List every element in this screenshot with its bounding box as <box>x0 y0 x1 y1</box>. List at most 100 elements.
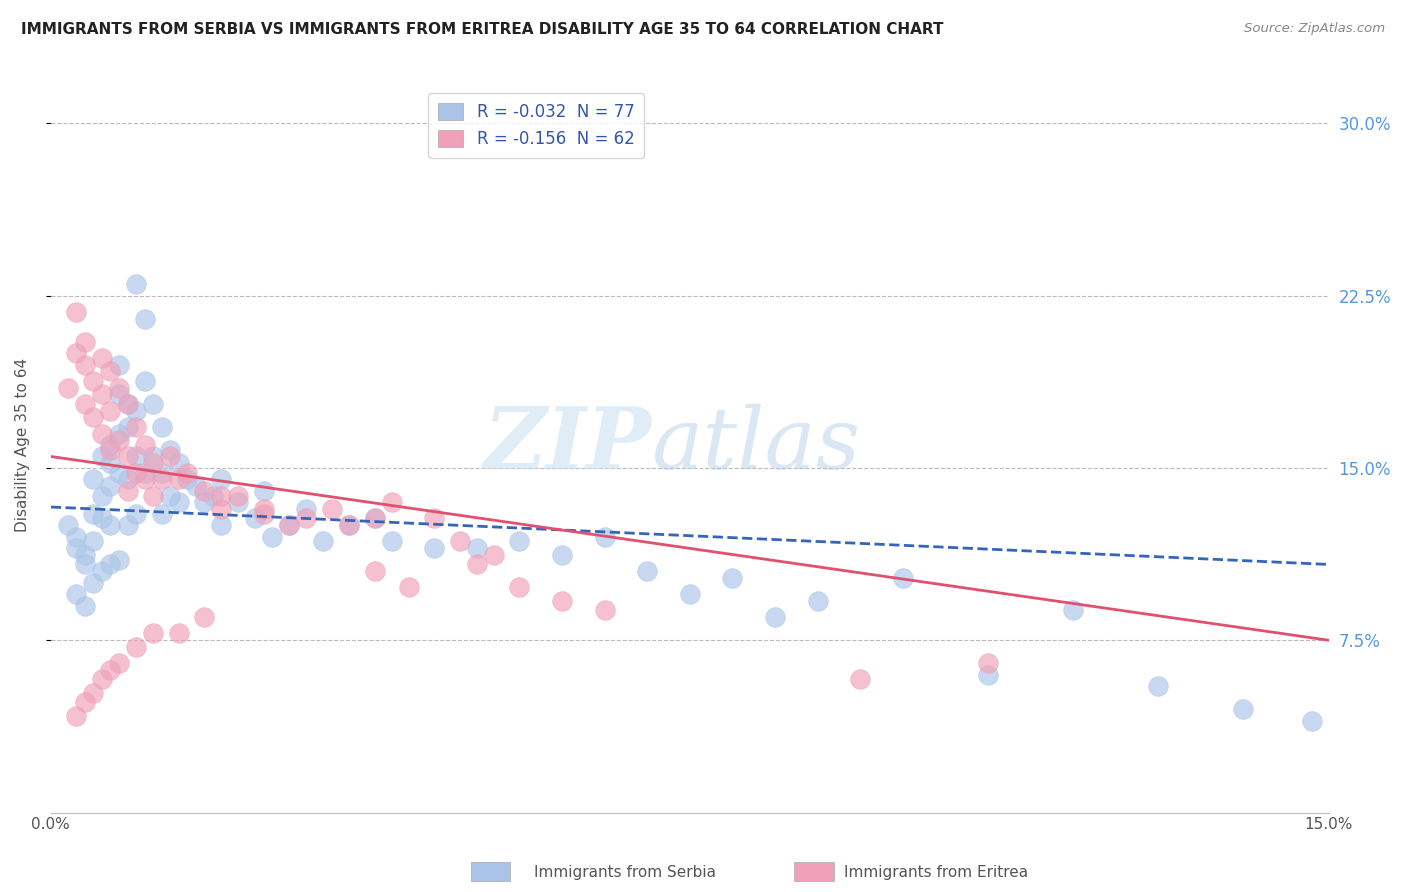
Point <box>278 518 301 533</box>
Point <box>56 518 79 533</box>
Point <box>193 495 215 509</box>
Point <box>193 483 215 498</box>
Point <box>381 495 404 509</box>
Point <box>449 534 471 549</box>
Point <box>91 351 114 365</box>
Point <box>108 358 131 372</box>
Point <box>209 502 232 516</box>
Text: atlas: atlas <box>651 404 860 486</box>
Legend: R = -0.032  N = 77, R = -0.156  N = 62: R = -0.032 N = 77, R = -0.156 N = 62 <box>429 93 644 158</box>
Point <box>134 472 156 486</box>
Point <box>209 472 232 486</box>
Point <box>108 466 131 480</box>
Point <box>73 334 96 349</box>
Point <box>91 426 114 441</box>
Point <box>891 571 914 585</box>
Point <box>82 507 104 521</box>
Point <box>1147 679 1170 693</box>
Point <box>167 472 190 486</box>
Text: Immigrants from Serbia: Immigrants from Serbia <box>534 865 716 880</box>
Point <box>100 442 122 457</box>
Point <box>593 530 616 544</box>
Point <box>721 571 744 585</box>
Point <box>381 534 404 549</box>
Point <box>100 364 122 378</box>
Point <box>1062 603 1084 617</box>
Point <box>65 709 87 723</box>
Point <box>82 410 104 425</box>
Point <box>108 380 131 394</box>
Point <box>134 374 156 388</box>
Point <box>100 403 122 417</box>
Point <box>159 489 181 503</box>
Text: IMMIGRANTS FROM SERBIA VS IMMIGRANTS FROM ERITREA DISABILITY AGE 35 TO 64 CORREL: IMMIGRANTS FROM SERBIA VS IMMIGRANTS FRO… <box>21 22 943 37</box>
Point <box>100 438 122 452</box>
Point <box>423 541 446 556</box>
Point <box>482 548 505 562</box>
Point <box>117 450 139 464</box>
Point <box>201 489 224 503</box>
Point <box>82 472 104 486</box>
Point <box>226 489 249 503</box>
Point <box>100 479 122 493</box>
Point <box>82 686 104 700</box>
Text: Immigrants from Eritrea: Immigrants from Eritrea <box>844 865 1028 880</box>
Text: ZIP: ZIP <box>484 403 651 487</box>
Point <box>278 518 301 533</box>
Point <box>134 438 156 452</box>
Point <box>125 450 148 464</box>
Text: Source: ZipAtlas.com: Source: ZipAtlas.com <box>1244 22 1385 36</box>
Point <box>65 530 87 544</box>
Point <box>337 518 360 533</box>
Point <box>100 518 122 533</box>
Point <box>117 419 139 434</box>
Point <box>65 541 87 556</box>
Point <box>117 518 139 533</box>
Point <box>108 434 131 448</box>
Point <box>73 558 96 572</box>
Point <box>167 626 190 640</box>
Point <box>253 502 276 516</box>
Point <box>108 426 131 441</box>
Point <box>977 657 1000 671</box>
Point <box>176 472 198 486</box>
Point <box>125 419 148 434</box>
Point <box>465 558 488 572</box>
Point <box>176 466 198 480</box>
Point <box>100 663 122 677</box>
Point <box>398 581 420 595</box>
Point <box>363 511 385 525</box>
Point <box>849 673 872 687</box>
Point <box>763 610 786 624</box>
Y-axis label: Disability Age 35 to 64: Disability Age 35 to 64 <box>15 358 30 532</box>
Point <box>125 403 148 417</box>
Point <box>167 456 190 470</box>
Point <box>65 346 87 360</box>
Point <box>91 387 114 401</box>
Point <box>977 667 1000 681</box>
Point <box>209 518 232 533</box>
Point <box>193 610 215 624</box>
Point <box>117 397 139 411</box>
Point <box>551 594 574 608</box>
Point <box>142 456 165 470</box>
Point <box>508 581 530 595</box>
Point <box>100 456 122 470</box>
Point <box>142 397 165 411</box>
Point <box>226 495 249 509</box>
Point <box>363 511 385 525</box>
Point <box>593 603 616 617</box>
Point <box>73 358 96 372</box>
Point <box>73 397 96 411</box>
Point <box>125 277 148 292</box>
Point <box>73 548 96 562</box>
Point <box>636 565 658 579</box>
Point <box>134 311 156 326</box>
Point <box>91 489 114 503</box>
Point <box>1232 702 1254 716</box>
Point <box>150 472 173 486</box>
Point <box>150 507 173 521</box>
Point <box>295 502 318 516</box>
Point <box>508 534 530 549</box>
Point <box>82 534 104 549</box>
